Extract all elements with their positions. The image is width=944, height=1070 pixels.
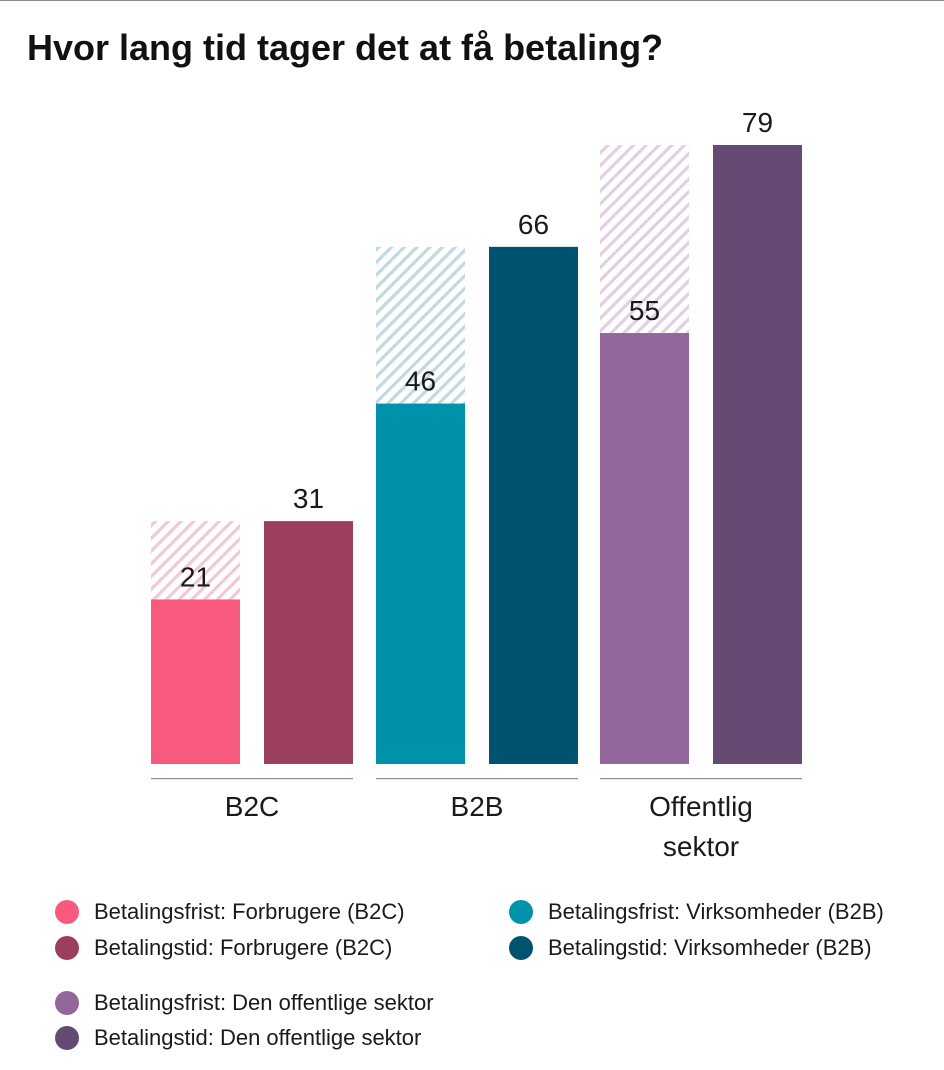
hatch-area-b2c <box>151 521 240 600</box>
legend-label: Betalingsfrist: Den offentlige sektor <box>94 990 434 1015</box>
legend-item-off-frist: Betalingsfrist: Den offentlige sektor <box>55 987 434 1019</box>
legend-swatch <box>55 991 79 1015</box>
legend-label: Betalingsfrist: Forbrugere (B2C) <box>94 899 405 924</box>
bar-chart: 21 31 46 66 55 79 B2C B2B Offentlig sektor <box>151 107 802 862</box>
bar-b2c-tid <box>264 521 353 764</box>
value-label-b2b-tid: 66 <box>518 209 549 240</box>
bar-offentlig-tid <box>713 145 802 764</box>
legend-label: Betalingstid: Virksomheder (B2B) <box>548 935 872 960</box>
legend-label: Betalingsfrist: Virksomheder (B2B) <box>548 899 884 924</box>
value-label-offentlig-tid: 79 <box>742 107 773 138</box>
legend-swatch <box>55 1026 79 1050</box>
value-label-b2c-frist: 21 <box>180 561 211 592</box>
axis-line-b2c <box>151 778 353 780</box>
value-label-layer: 21 31 46 66 55 79 <box>180 107 773 592</box>
bar-b2b-frist <box>376 403 465 764</box>
bar-layer <box>151 145 802 764</box>
top-divider <box>0 0 944 1</box>
legend-item-b2c-frist: Betalingsfrist: Forbrugere (B2C) <box>55 896 405 928</box>
legend-swatch <box>509 900 533 924</box>
legend-swatch <box>55 900 79 924</box>
value-label-b2b-frist: 46 <box>405 366 436 397</box>
category-label-layer: B2C B2B Offentlig sektor <box>225 791 753 862</box>
legend-swatch <box>509 936 533 960</box>
value-label-b2c-tid: 31 <box>293 483 324 514</box>
legend-item-off-tid: Betalingstid: Den offentlige sektor <box>55 1022 421 1054</box>
legend-item-b2c-tid: Betalingstid: Forbrugere (B2C) <box>55 932 392 964</box>
chart-title: Hvor lang tid tager det at få betaling? <box>27 27 664 68</box>
value-label-offentlig-frist: 55 <box>629 295 660 326</box>
bar-b2c-frist <box>151 599 240 764</box>
legend-label: Betalingstid: Forbrugere (B2C) <box>94 935 393 960</box>
axis-line-offentlig <box>600 778 802 780</box>
hatch-area-offentlig <box>600 145 689 334</box>
bar-offentlig-frist <box>600 333 689 764</box>
legend-item-b2b-tid: Betalingstid: Virksomheder (B2B) <box>509 932 872 964</box>
legend-swatch <box>55 936 79 960</box>
legend-label: Betalingstid: Den offentlige sektor <box>94 1025 422 1050</box>
legend-item-b2b-frist: Betalingsfrist: Virksomheder (B2B) <box>509 896 884 928</box>
bar-b2b-tid <box>489 246 578 764</box>
axis-layer <box>151 778 802 780</box>
hatch-layer <box>151 145 689 600</box>
hatch-area-b2b <box>376 246 465 404</box>
category-label-b2b: B2B <box>451 791 504 822</box>
axis-line-b2b <box>376 778 578 780</box>
category-label-b2c: B2C <box>225 791 279 822</box>
category-label-offentlig: Offentlig sektor <box>649 791 753 862</box>
